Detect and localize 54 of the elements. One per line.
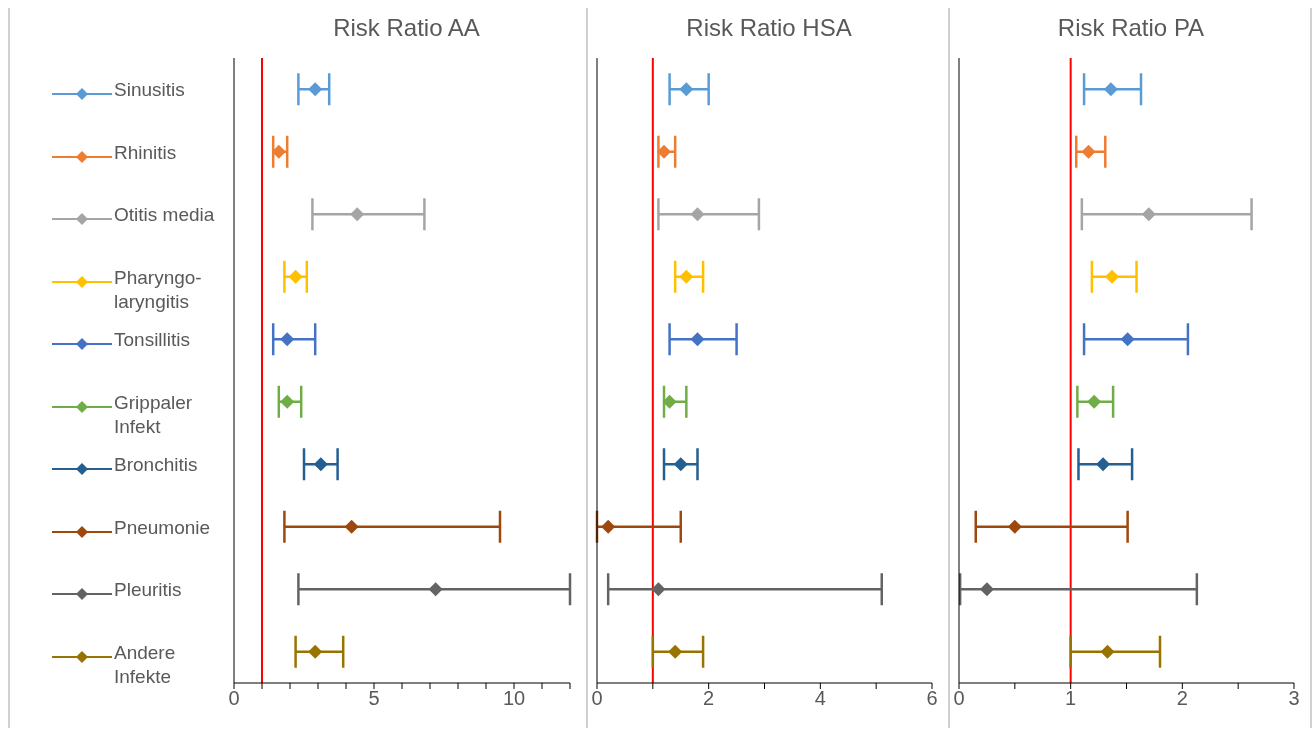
x-tick-label: 2 <box>703 687 715 710</box>
point <box>1087 394 1102 409</box>
x-tick-label: 3 <box>1288 687 1300 710</box>
point <box>601 519 616 534</box>
legend-label: Pleuritis <box>114 578 183 603</box>
legend-label: Sinusitis <box>114 78 186 103</box>
x-tick-label: 6 <box>926 687 938 710</box>
point <box>1007 519 1022 534</box>
x-tick-label: 0 <box>591 687 603 710</box>
point <box>690 332 705 347</box>
point <box>1141 207 1156 222</box>
point <box>979 582 994 597</box>
point <box>1120 332 1135 347</box>
x-tick-label: 0 <box>953 687 965 710</box>
legend-label: Pharyngo-laryngitis <box>114 265 203 314</box>
x-tick-label: 4 <box>814 687 826 710</box>
point <box>1104 269 1119 284</box>
legend-label: Andere Infekte <box>114 640 177 689</box>
x-tick-label: 1 <box>1065 687 1077 710</box>
point <box>308 82 323 97</box>
point <box>350 207 365 222</box>
x-tick-label: 2 <box>1176 687 1188 710</box>
point <box>657 144 671 159</box>
legend-label: Grippaler Infekt <box>114 390 194 439</box>
point <box>271 144 286 159</box>
point <box>651 582 666 597</box>
point <box>1096 457 1111 472</box>
point <box>662 394 677 409</box>
point <box>308 644 323 659</box>
x-tick-label: 5 <box>368 687 380 710</box>
legend-label: Rhinitis <box>114 140 178 165</box>
x-tick-label: 0 <box>228 687 240 710</box>
point <box>288 269 303 284</box>
point <box>679 82 694 97</box>
point <box>673 457 688 472</box>
x-tick-label: 10 <box>502 687 526 710</box>
chart-title: Risk Ratio HSA <box>685 14 853 42</box>
legend-label: Tonsillitis <box>114 328 192 353</box>
point <box>1100 644 1115 659</box>
point <box>280 332 295 347</box>
point <box>679 269 694 284</box>
point <box>690 207 705 222</box>
point <box>1103 82 1118 97</box>
legend-label: Pneumonie <box>114 515 212 540</box>
legend-label: Bronchitis <box>114 453 199 478</box>
chart-title: Risk Ratio AA <box>332 14 481 42</box>
point <box>428 582 443 597</box>
point <box>313 457 328 472</box>
point <box>280 394 295 409</box>
point <box>668 644 683 659</box>
point <box>1081 144 1096 159</box>
chart-title: Risk Ratio PA <box>1056 14 1206 42</box>
point <box>344 519 359 534</box>
legend-label: Otitis media <box>114 203 216 228</box>
